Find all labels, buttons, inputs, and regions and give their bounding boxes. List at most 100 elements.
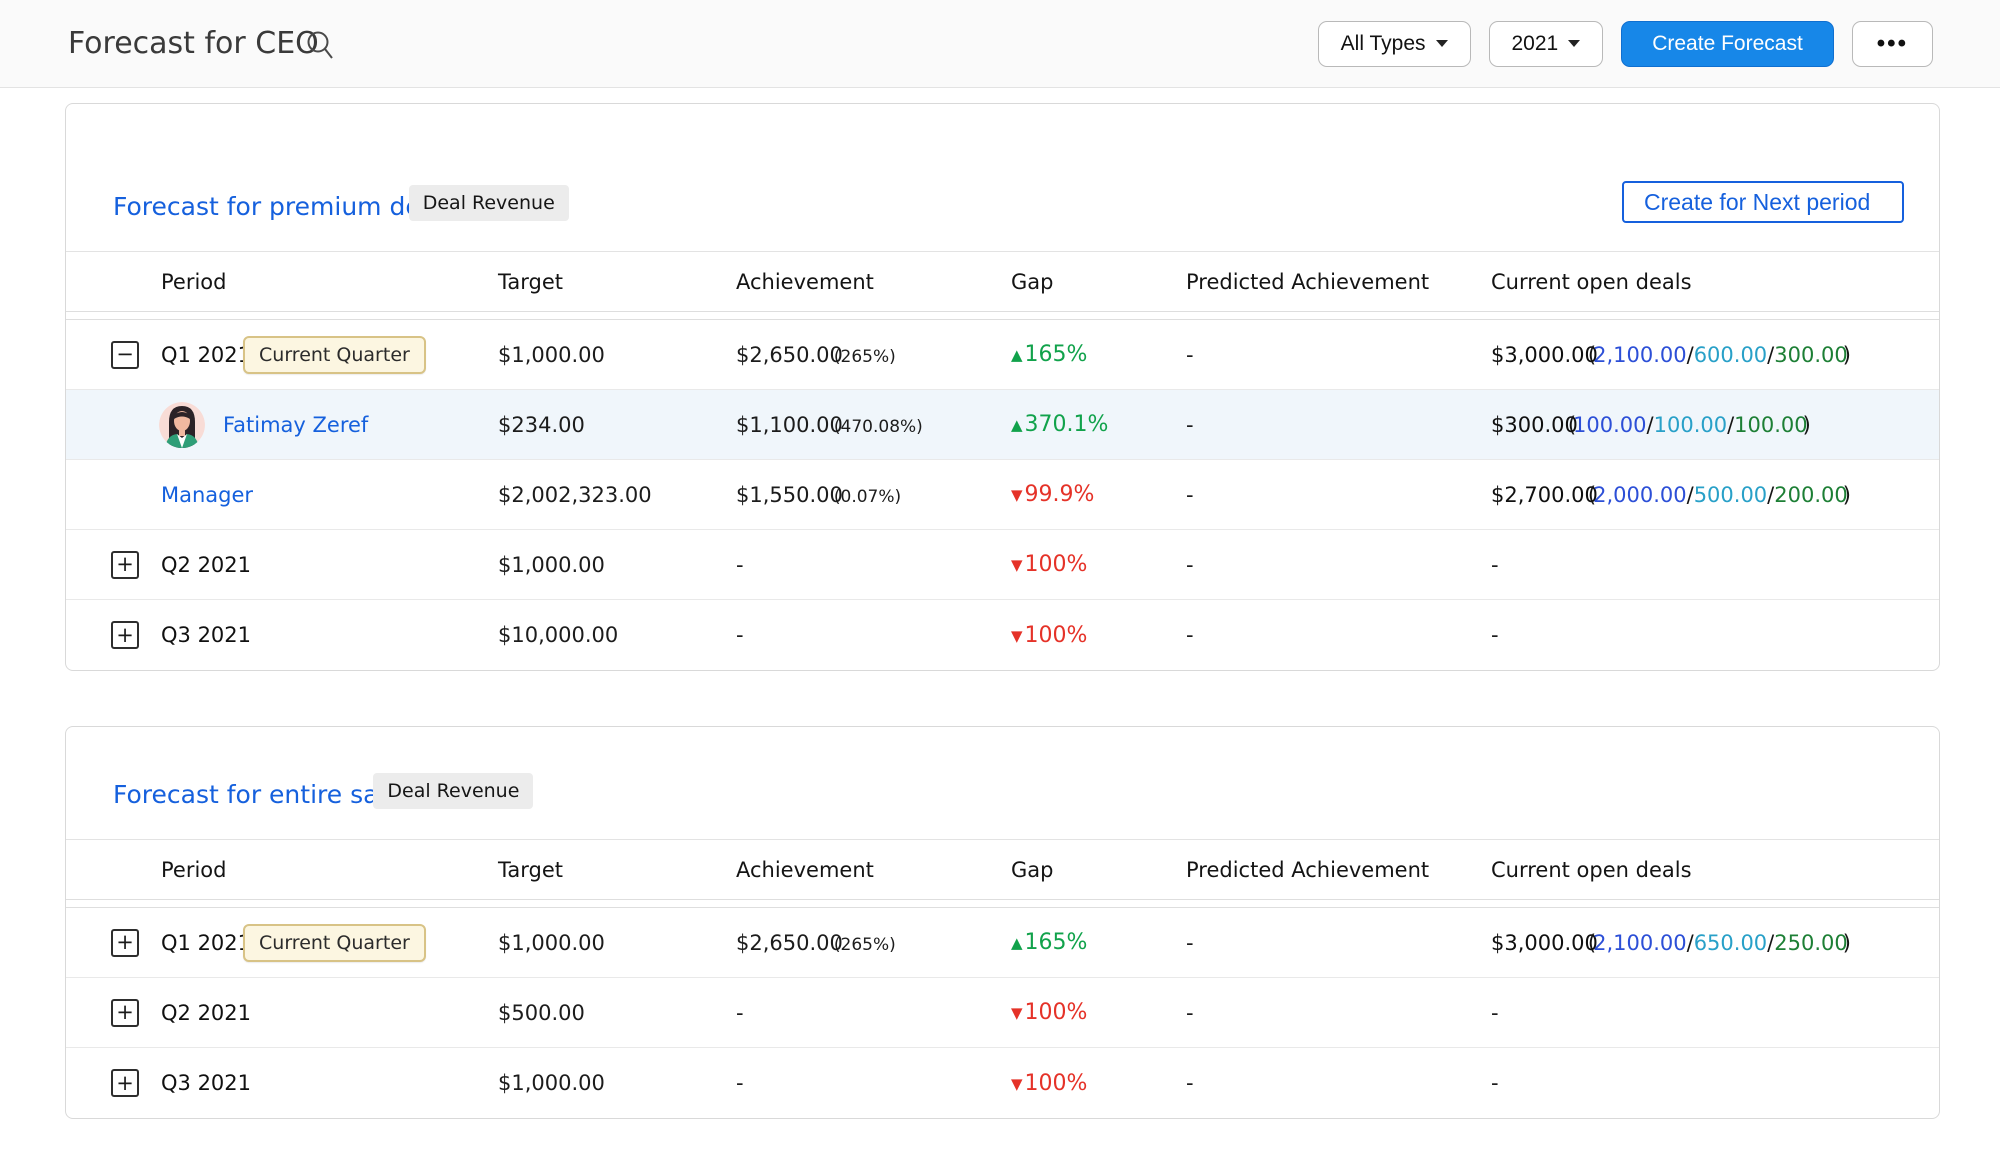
user-link[interactable]: Fatimay Zeref xyxy=(223,412,369,437)
open-deals-value: $300.00(100.00/100.00/100.00) xyxy=(1491,412,1811,437)
column-header-gap: Gap xyxy=(1011,857,1054,882)
achievement-value: $2,650.00(265%) xyxy=(736,342,896,367)
expand-icon[interactable]: + xyxy=(111,621,139,649)
open-deals-value: $3,000.00(2,100.00/600.00/300.00) xyxy=(1491,342,1851,367)
table-row-q1: − Q1 2021 Current Quarter $1,000.00 $2,6… xyxy=(66,320,1939,390)
table-row-team: Manager $2,002,323.00 $1,550.00(0.07%) ▼… xyxy=(66,460,1939,530)
target-value: $10,000.00 xyxy=(498,623,619,647)
table-header-row: Period Target Achievement Gap Predicted … xyxy=(66,252,1939,312)
period-label: Q3 2021 xyxy=(161,623,252,647)
predicted-value: - xyxy=(1186,552,1194,577)
open-deals-value: - xyxy=(1491,552,1499,577)
achievement-value: - xyxy=(736,1071,744,1095)
column-header-predicted: Predicted Achievement xyxy=(1186,269,1430,294)
achievement-value: $1,100.00(470.08%) xyxy=(736,412,923,437)
predicted-value: - xyxy=(1186,1000,1194,1025)
open-deals-value: - xyxy=(1491,623,1499,647)
panel-header: Forecast for premium de Deal Revenue Cre… xyxy=(66,104,1939,251)
open-deals-value: - xyxy=(1491,1071,1499,1095)
column-header-gap: Gap xyxy=(1011,269,1054,294)
panel-header: Forecast for entire sal Deal Revenue xyxy=(66,727,1939,839)
panel-title-link[interactable]: Forecast for premium de xyxy=(113,192,421,221)
top-bar: Forecast for CEO All Types 2021 Create F… xyxy=(0,0,2000,88)
gap-value: ▼100% xyxy=(1011,622,1088,648)
gap-value: ▲370.1% xyxy=(1011,412,1109,437)
year-filter-dropdown[interactable]: 2021 xyxy=(1488,20,1604,67)
column-header-achievement: Achievement xyxy=(736,857,874,882)
create-next-period-button[interactable]: Create for Next period xyxy=(1622,181,1904,223)
table-scrollbar-track[interactable] xyxy=(66,312,1939,320)
type-filter-label: All Types xyxy=(1340,31,1426,55)
period-label: Q1 2021 xyxy=(161,930,252,955)
forecast-table: Period Target Achievement Gap Predicted … xyxy=(66,251,1939,670)
target-value: $2,002,323.00 xyxy=(498,482,652,507)
column-header-predicted: Predicted Achievement xyxy=(1186,857,1430,882)
forecast-panel-entire-sales: Forecast for entire sal Deal Revenue Per… xyxy=(65,726,1940,1119)
expand-icon[interactable]: + xyxy=(111,928,139,957)
target-value: $1,000.00 xyxy=(498,552,605,577)
achievement-value: - xyxy=(736,1000,744,1025)
type-filter-dropdown[interactable]: All Types xyxy=(1317,20,1471,67)
search-icon[interactable] xyxy=(305,30,335,66)
gap-value: ▼100% xyxy=(1011,1000,1088,1025)
arrow-up-icon: ▲ xyxy=(1011,346,1023,364)
create-forecast-button[interactable]: Create Forecast xyxy=(1621,20,1834,67)
achievement-value: - xyxy=(736,623,744,647)
collapse-icon[interactable]: − xyxy=(111,340,139,369)
gap-value: ▼100% xyxy=(1011,552,1088,577)
predicted-value: - xyxy=(1186,482,1194,507)
column-header-open-deals: Current open deals xyxy=(1491,269,1692,294)
avatar xyxy=(159,401,205,448)
achievement-value: $1,550.00(0.07%) xyxy=(736,482,902,507)
expand-icon[interactable]: + xyxy=(111,998,139,1027)
arrow-down-icon: ▼ xyxy=(1011,1004,1023,1022)
table-row-q3: + Q3 2021 $1,000.00 - ▼100% - - xyxy=(66,1048,1939,1118)
column-header-target: Target xyxy=(498,857,563,882)
predicted-value: - xyxy=(1186,623,1194,647)
gap-value: ▼99.9% xyxy=(1011,482,1095,507)
achievement-value: - xyxy=(736,552,744,577)
column-header-target: Target xyxy=(498,269,563,294)
expand-icon[interactable]: + xyxy=(111,1069,139,1097)
target-value: $1,000.00 xyxy=(498,342,605,367)
column-header-period: Period xyxy=(161,857,227,882)
table-row-q2: + Q2 2021 $1,000.00 - ▼100% - - xyxy=(66,530,1939,600)
table-scrollbar-track[interactable] xyxy=(66,900,1939,908)
team-link[interactable]: Manager xyxy=(161,482,254,507)
arrow-down-icon: ▼ xyxy=(1011,556,1023,574)
period-label: Q3 2021 xyxy=(161,1071,252,1095)
predicted-value: - xyxy=(1186,930,1194,955)
period-label: Q1 2021 xyxy=(161,342,252,367)
target-value: $500.00 xyxy=(498,1000,585,1025)
table-header-row: Period Target Achievement Gap Predicted … xyxy=(66,840,1939,900)
panel-title-link[interactable]: Forecast for entire sal xyxy=(113,780,386,809)
target-value: $234.00 xyxy=(498,412,585,437)
arrow-up-icon: ▲ xyxy=(1011,934,1023,952)
expand-icon[interactable]: + xyxy=(111,550,139,579)
deal-revenue-badge: Deal Revenue xyxy=(373,773,534,809)
current-quarter-badge: Current Quarter xyxy=(243,335,426,374)
table-row-q3: + Q3 2021 $10,000.00 - ▼100% - - xyxy=(66,600,1939,670)
predicted-value: - xyxy=(1186,412,1194,437)
arrow-up-icon: ▲ xyxy=(1011,416,1023,434)
more-options-button[interactable]: ••• xyxy=(1851,20,1933,67)
arrow-down-icon: ▼ xyxy=(1011,626,1023,645)
year-filter-label: 2021 xyxy=(1511,31,1559,55)
column-header-period: Period xyxy=(161,269,227,294)
predicted-value: - xyxy=(1186,342,1194,367)
achievement-percent: (0.07%) xyxy=(833,486,902,507)
column-header-achievement: Achievement xyxy=(736,269,874,294)
forecast-table: Period Target Achievement Gap Predicted … xyxy=(66,839,1939,1118)
caret-down-icon xyxy=(1568,40,1581,47)
column-header-open-deals: Current open deals xyxy=(1491,857,1692,882)
open-deals-value: - xyxy=(1491,1000,1499,1025)
open-deals-value: $2,700.00(2,000.00/500.00/200.00) xyxy=(1491,482,1851,507)
achievement-percent: (265%) xyxy=(833,346,896,367)
topbar-actions: All Types 2021 Create Forecast ••• xyxy=(1317,20,1933,67)
gap-value: ▼100% xyxy=(1011,1070,1088,1096)
achievement-percent: (265%) xyxy=(833,934,896,955)
open-deals-value: $3,000.00(2,100.00/650.00/250.00) xyxy=(1491,930,1851,955)
period-label: Q2 2021 xyxy=(161,552,252,577)
table-row-q2: + Q2 2021 $500.00 - ▼100% - - xyxy=(66,978,1939,1048)
target-value: $1,000.00 xyxy=(498,930,605,955)
